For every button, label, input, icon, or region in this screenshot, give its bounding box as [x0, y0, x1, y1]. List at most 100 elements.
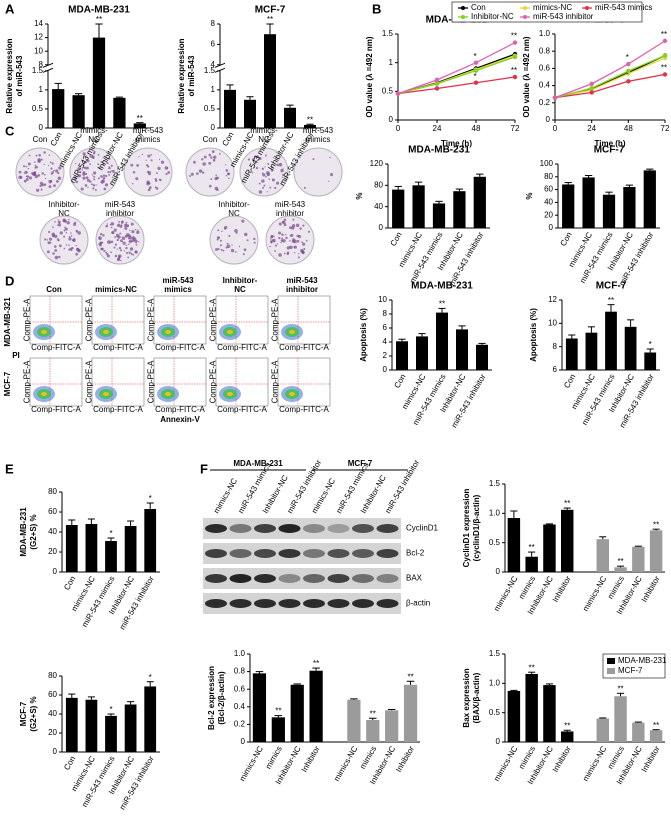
colony: [253, 241, 256, 244]
bar: [561, 509, 574, 572]
colony: [24, 170, 28, 174]
label: Con: [203, 135, 218, 144]
colony: [217, 247, 220, 251]
colony: [226, 244, 231, 249]
legend-marker: [585, 6, 589, 10]
colony: [27, 162, 31, 166]
x-tick-label: mimics-NC: [238, 744, 265, 783]
colony: [202, 171, 205, 174]
plot-x: Comp-FITC-A: [155, 343, 205, 352]
legend-label: MDA-MB-231: [618, 656, 667, 665]
break-mark: [42, 62, 54, 68]
plot-x: Comp-FITC-A: [155, 405, 205, 414]
bar: [543, 685, 556, 742]
colony: [299, 227, 302, 230]
colony: [46, 250, 50, 254]
colony: [110, 164, 113, 167]
colony: [92, 171, 97, 175]
colony: [68, 237, 72, 241]
x-tick-label: Con: [62, 755, 77, 772]
panel-letter: B: [372, 1, 381, 16]
plot-y: Comp-PE-A: [209, 298, 218, 341]
protein: β-actin: [406, 599, 430, 608]
colony: [84, 184, 88, 187]
colony: [293, 245, 297, 249]
band: [303, 549, 325, 558]
colony: [56, 180, 59, 183]
colony: [150, 153, 153, 156]
colony: [134, 228, 137, 231]
colony: [121, 240, 123, 243]
y-tick-label: 1.5: [204, 66, 216, 75]
colony: [224, 164, 227, 166]
y-tick-label: 0.6: [234, 684, 246, 693]
colony: [89, 163, 92, 166]
marker: [434, 86, 440, 91]
colony: [129, 229, 131, 232]
colony: [136, 164, 139, 167]
y-axis-label: MCF-7: [19, 701, 28, 726]
colony: [276, 163, 280, 167]
colony: [79, 171, 82, 174]
colony: [231, 244, 233, 246]
bar: [92, 37, 106, 128]
significance: *: [626, 70, 629, 79]
x-tick-label: Con: [62, 575, 77, 592]
colony: [93, 150, 96, 153]
label: miR-543: [286, 276, 318, 285]
colony: [120, 259, 122, 262]
y-tick-label: 20: [48, 728, 57, 737]
colony: [223, 227, 227, 230]
colony: [52, 234, 55, 236]
colony: [113, 228, 117, 232]
colony: [124, 226, 128, 230]
blot: [203, 568, 401, 589]
colony: [281, 237, 284, 240]
colony: [159, 179, 161, 181]
colony: [117, 254, 122, 258]
y-tick-label: 4: [383, 337, 388, 346]
colony: [119, 249, 123, 252]
colony: [208, 184, 212, 188]
bar: [582, 177, 595, 228]
colony: [158, 158, 161, 161]
x-tick-label: Con: [562, 373, 577, 390]
colony: [148, 172, 152, 176]
y-tick-label: 4: [211, 60, 216, 69]
colony: [271, 166, 273, 169]
colony: [256, 155, 259, 159]
colony: [87, 186, 89, 189]
colony: [102, 179, 104, 181]
cells: [103, 392, 109, 396]
colony: [89, 180, 92, 183]
y-tick-label: 120: [370, 159, 384, 168]
colony: [58, 166, 62, 170]
colony: [102, 163, 105, 165]
colony: [53, 169, 55, 172]
cells: [165, 330, 171, 334]
colony: [130, 163, 134, 167]
colony: [111, 169, 115, 173]
legend-marker: [461, 15, 465, 19]
colony: [51, 162, 54, 165]
chart-title: MCF-7: [594, 145, 625, 156]
colony: [132, 253, 135, 256]
significance: *: [649, 340, 652, 349]
colony: [138, 156, 140, 158]
colony: [85, 166, 89, 170]
colony: [43, 163, 45, 166]
colony: [292, 218, 295, 221]
band: [254, 524, 276, 533]
x-tick-label: 48: [624, 124, 633, 133]
significance: **: [267, 15, 273, 24]
band: [278, 549, 301, 558]
colony: [28, 154, 31, 157]
legend-label: MCF-7: [618, 666, 643, 675]
bar: [124, 526, 137, 572]
y-tick-label: 2: [383, 351, 388, 360]
y-tick-label: 0.5: [489, 708, 501, 717]
bar: [392, 189, 405, 228]
colony: [286, 252, 289, 256]
colony: [68, 244, 70, 246]
colony: [298, 253, 300, 255]
